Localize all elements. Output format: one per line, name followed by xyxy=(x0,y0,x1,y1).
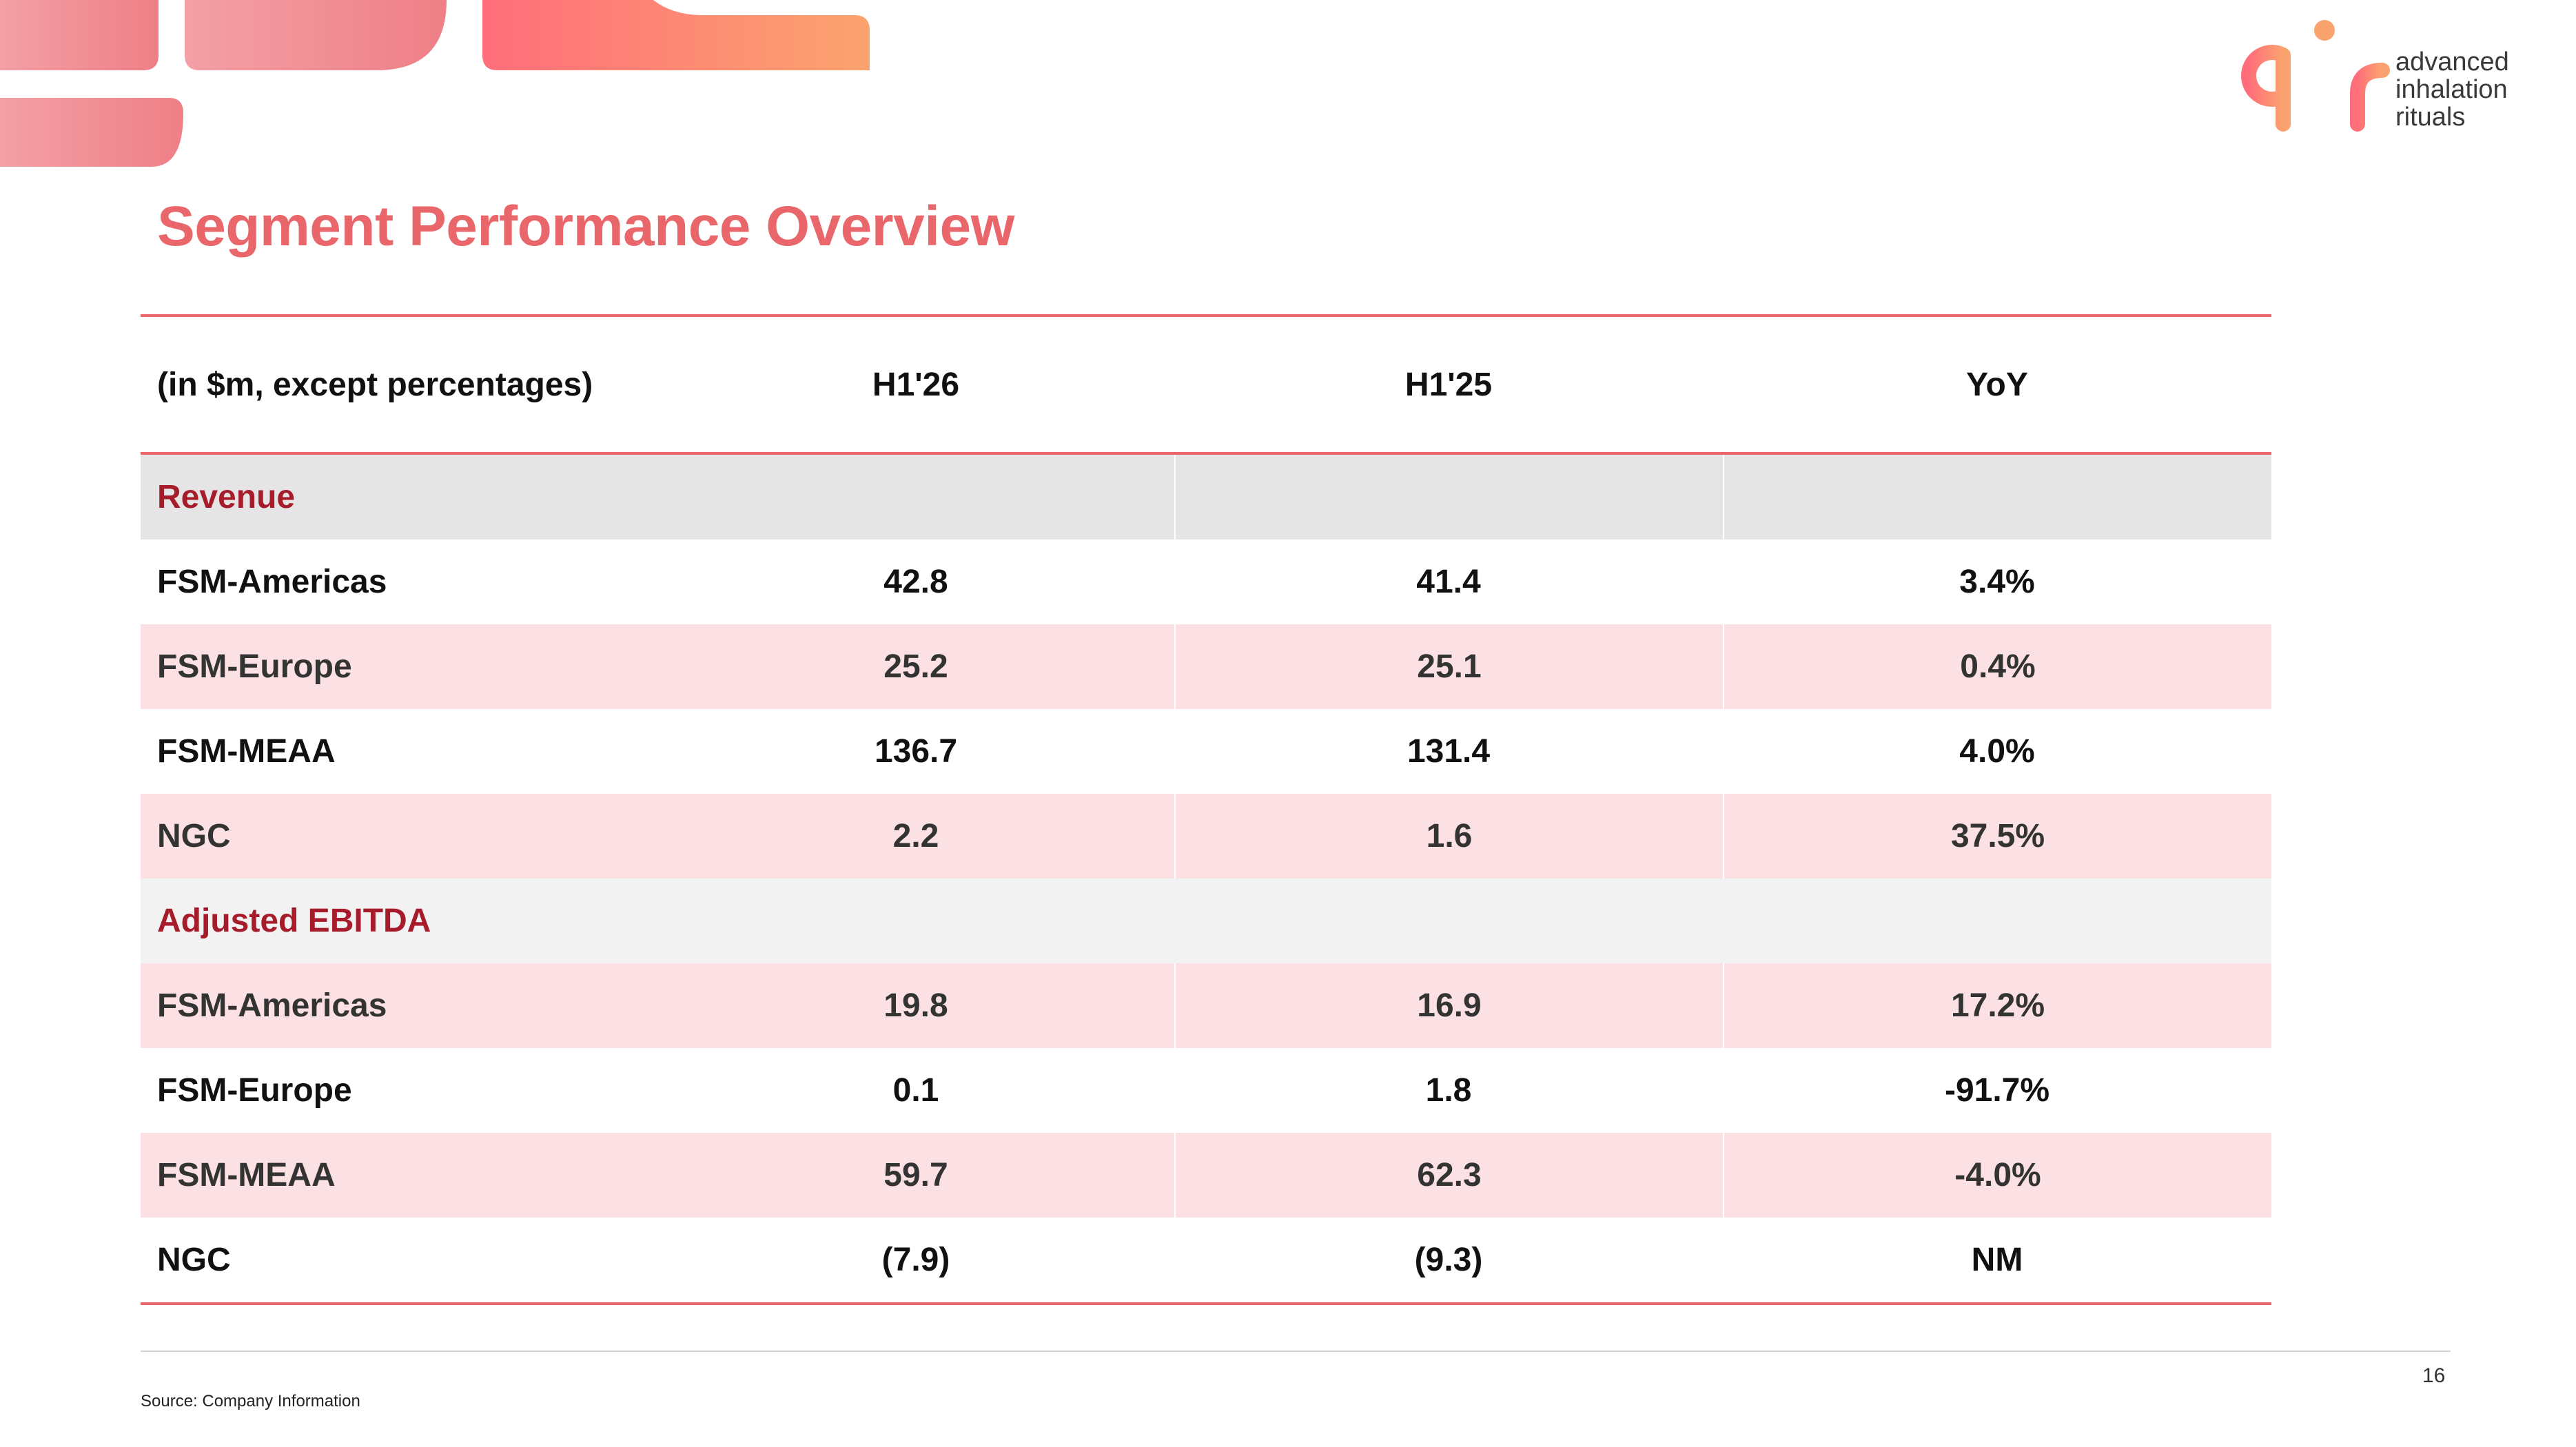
empty-cell xyxy=(1723,879,2271,963)
value-yoy: 0.4% xyxy=(1723,624,2271,709)
segment-name: FSM-MEAA xyxy=(157,733,336,770)
source-note: Source: Company Information xyxy=(141,1392,360,1410)
value-h1-26: (7.9) xyxy=(881,1242,950,1278)
section-row-revenue: Revenue xyxy=(141,455,2271,540)
value-h1-26: 136.7 xyxy=(874,733,958,770)
header-h1-26: H1'26 xyxy=(872,366,960,403)
segment-name: FSM-MEAA xyxy=(157,1157,336,1193)
table-row: FSM-Europe 0.1 1.8 -91.7% xyxy=(141,1048,2271,1133)
table-row: FSM-Americas 19.8 16.9 17.2% xyxy=(141,963,2271,1048)
value-h1-25: 62.3 xyxy=(1174,1133,1723,1218)
value-yoy: -91.7% xyxy=(1944,1072,2050,1109)
logo-tagline-line-1: advanced xyxy=(2395,48,2509,76)
air-logo xyxy=(2241,20,2390,132)
value-h1-26: 42.8 xyxy=(883,564,948,600)
decorative-gradient-shapes xyxy=(0,0,870,167)
table-row: FSM-Europe 25.2 25.1 0.4% xyxy=(141,624,2271,709)
value-h1-25: 1.6 xyxy=(1174,794,1723,879)
value-yoy: NM xyxy=(1971,1242,2023,1278)
section-label: Revenue xyxy=(157,479,296,515)
value-h1-25: 1.8 xyxy=(1425,1072,1472,1109)
empty-cell xyxy=(1174,455,1723,540)
value-h1-26: 19.8 xyxy=(883,987,948,1024)
segment-name: FSM-Americas xyxy=(157,564,387,600)
table-header-rule xyxy=(141,452,2271,455)
value-h1-26: 59.7 xyxy=(883,1157,948,1193)
segment-name: NGC xyxy=(157,818,231,854)
value-h1-25: (9.3) xyxy=(1414,1242,1483,1278)
value-yoy: 37.5% xyxy=(1723,794,2271,879)
empty-cell xyxy=(1723,455,2271,540)
value-h1-25: 16.9 xyxy=(1174,963,1723,1048)
section-label: Adjusted EBITDA xyxy=(157,903,431,939)
table-row: NGC (7.9) (9.3) NM xyxy=(141,1218,2271,1302)
segment-performance-table: (in $m, except percentages) H1'26 H1'25 … xyxy=(141,314,2271,1305)
segment-name: FSM-Americas xyxy=(157,987,387,1024)
value-h1-25: 41.4 xyxy=(1416,564,1481,600)
empty-cell xyxy=(1174,879,1723,963)
table-row: FSM-Americas 42.8 41.4 3.4% xyxy=(141,540,2271,624)
logo-tagline-line-3: rituals xyxy=(2395,103,2466,132)
logo-tagline: advanced inhalation rituals xyxy=(2395,48,2509,131)
segment-name: NGC xyxy=(157,1242,231,1278)
value-h1-25: 25.1 xyxy=(1174,624,1723,709)
value-yoy: 4.0% xyxy=(1959,733,2035,770)
value-h1-25: 131.4 xyxy=(1407,733,1491,770)
value-yoy: -4.0% xyxy=(1723,1133,2271,1218)
header-yoy: YoY xyxy=(1966,366,2028,403)
segment-name: FSM-Europe xyxy=(157,648,352,685)
empty-cell xyxy=(657,455,1174,540)
value-h1-26: 25.2 xyxy=(883,648,948,685)
segment-name: FSM-Europe xyxy=(157,1072,352,1109)
value-h1-26: 2.2 xyxy=(892,818,939,854)
logo-tagline-line-2: inhalation xyxy=(2395,75,2508,104)
value-yoy: 3.4% xyxy=(1959,564,2035,600)
table-row: FSM-MEAA 59.7 62.3 -4.0% xyxy=(141,1133,2271,1218)
table-bottom-rule xyxy=(141,1302,2271,1305)
empty-cell xyxy=(657,879,1174,963)
footer-divider xyxy=(141,1351,2451,1352)
table-row: FSM-MEAA 136.7 131.4 4.0% xyxy=(141,709,2271,794)
page-number: 16 xyxy=(2422,1364,2446,1387)
header-units: (in $m, except percentages) xyxy=(157,366,593,403)
table-top-rule xyxy=(141,314,2271,317)
header-h1-25: H1'25 xyxy=(1404,366,1493,403)
table-row: NGC 2.2 1.6 37.5% xyxy=(141,794,2271,879)
page-title: Segment Performance Overview xyxy=(157,195,1014,258)
value-yoy: 17.2% xyxy=(1723,963,2271,1048)
section-row-adjusted-ebitda: Adjusted EBITDA xyxy=(141,879,2271,963)
table-header-row: (in $m, except percentages) H1'26 H1'25 … xyxy=(141,317,2271,452)
value-h1-26: 0.1 xyxy=(892,1072,939,1109)
